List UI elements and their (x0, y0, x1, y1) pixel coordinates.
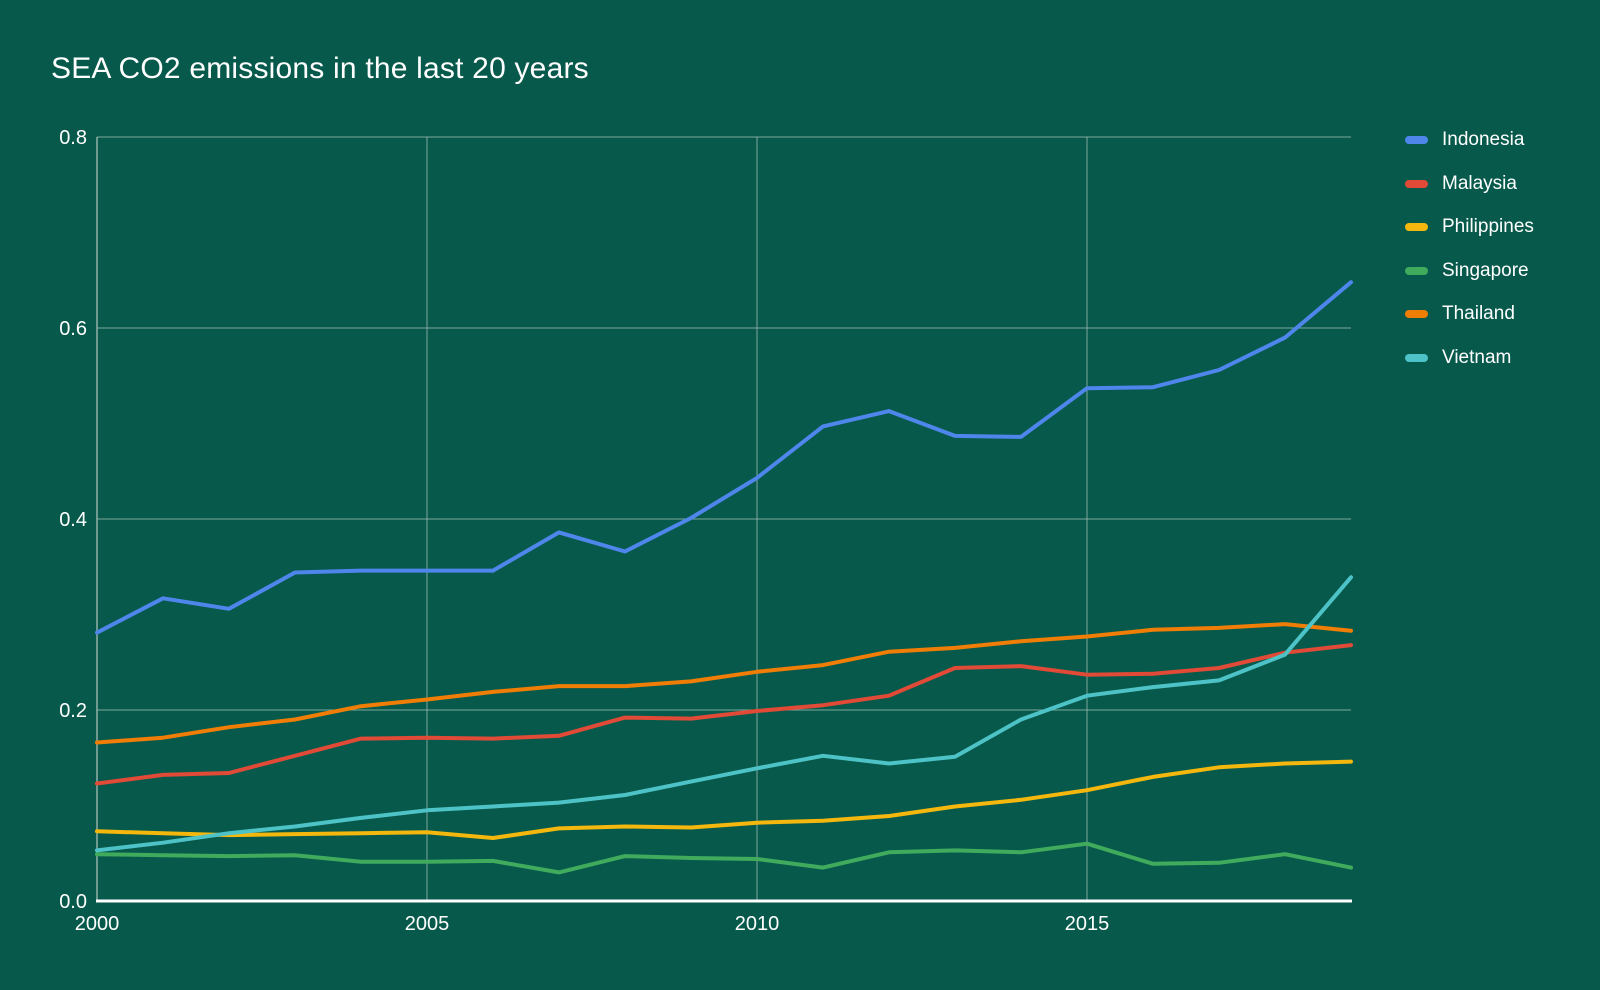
legend-item-singapore: Singapore (1405, 257, 1534, 285)
legend-label: Malaysia (1442, 172, 1517, 194)
y-tick-label: 0.6 (59, 318, 87, 340)
legend-swatch-icon (1405, 310, 1428, 318)
legend-label: Philippines (1442, 216, 1534, 237)
x-tick-label: 2010 (735, 913, 780, 935)
series-line-singapore (95, 841, 1353, 875)
y-tick-label: 0.0 (59, 891, 87, 913)
legend-label: Indonesia (1442, 129, 1525, 150)
legend-swatch-icon (1405, 353, 1428, 362)
chart-title: SEA CO2 emissions in the last 20 years (51, 52, 589, 85)
x-tick-label: 2000 (75, 913, 120, 935)
legend: Indonesia Malaysia Philippines Singapore Tha… (1405, 126, 1534, 387)
legend-item-thailand: Thailand (1405, 300, 1534, 328)
series-line-indonesia (95, 280, 1353, 635)
y-tick-label: 0.2 (59, 700, 87, 722)
legend-swatch-icon (1405, 266, 1428, 275)
legend-label: Vietnam (1442, 346, 1512, 368)
series-line-malaysia (95, 643, 1353, 786)
legend-item-indonesia: Indonesia (1405, 126, 1534, 154)
legend-swatch-icon (1405, 136, 1428, 144)
y-tick-label: 0.8 (59, 127, 87, 149)
legend-label: Singapore (1442, 259, 1529, 281)
series-line-vietnam (95, 575, 1353, 853)
x-tick-label: 2015 (1065, 913, 1110, 935)
legend-item-malaysia: Malaysia (1405, 170, 1534, 198)
legend-item-philippines: Philippines (1405, 213, 1534, 241)
legend-label: Thailand (1442, 303, 1515, 324)
x-tick-label: 2005 (405, 913, 450, 935)
series-line-philippines (95, 759, 1353, 840)
legend-swatch-icon (1405, 179, 1428, 188)
legend-swatch-icon (1405, 223, 1428, 231)
y-tick-label: 0.4 (59, 509, 87, 531)
legend-item-vietnam: Vietnam (1405, 344, 1534, 372)
series-line-thailand (95, 622, 1353, 745)
